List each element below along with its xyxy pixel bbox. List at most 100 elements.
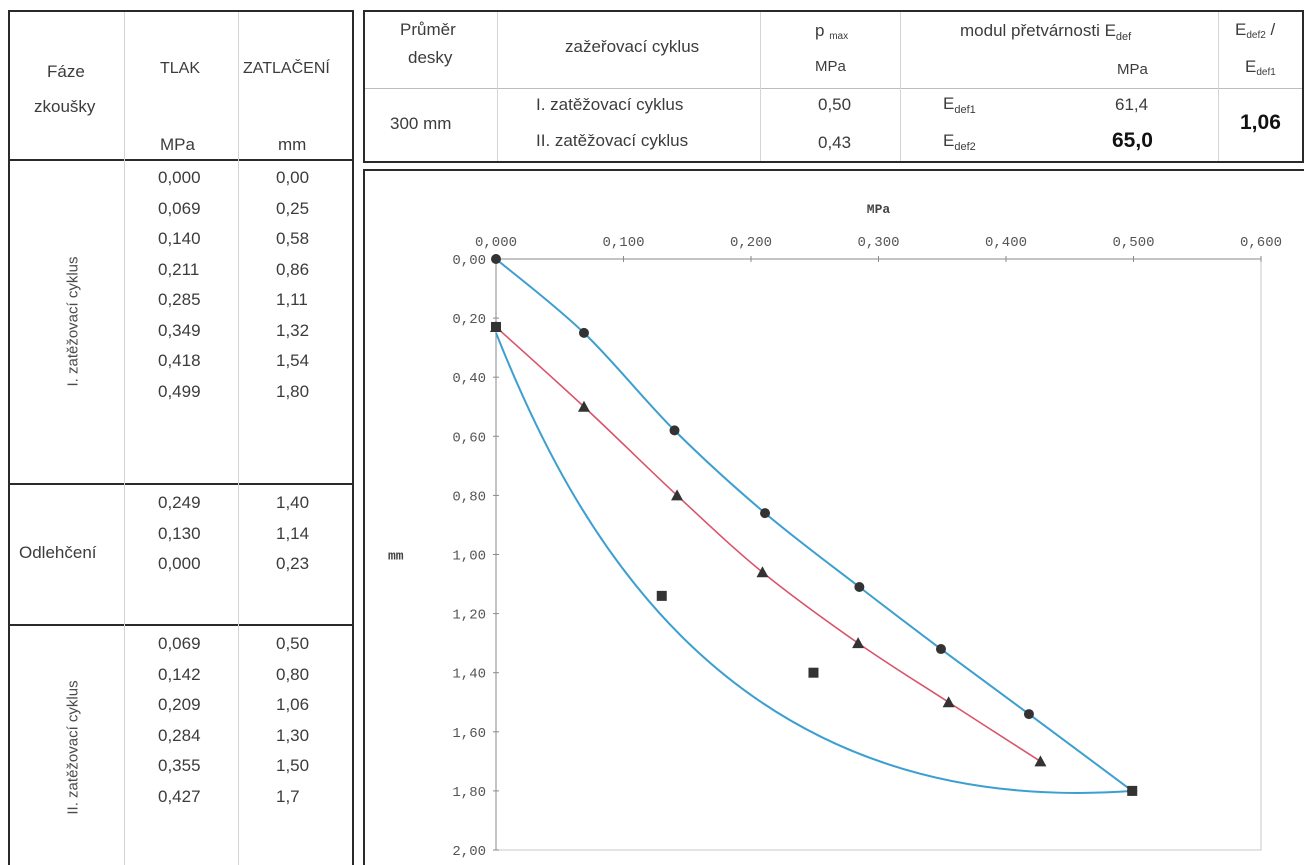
summary-col-divider <box>1218 12 1219 161</box>
displacement-cell: 0,23 <box>276 554 309 574</box>
pressure-cell: 0,000 <box>158 554 201 574</box>
pressure-cell: 0,069 <box>158 199 201 219</box>
x-tick-label: 0,400 <box>985 235 1027 251</box>
x-tick-label: 0,200 <box>730 235 772 251</box>
y-tick-label: 2,00 <box>452 844 486 860</box>
header-phase-line1: Fáze <box>47 62 85 82</box>
pressure-cell: 0,499 <box>158 382 201 402</box>
y-tick-label: 0,60 <box>452 430 486 446</box>
pressure-cell: 0,285 <box>158 290 201 310</box>
pressure-cell: 0,418 <box>158 351 201 371</box>
summary-col-divider <box>497 12 498 161</box>
header-phase-line2: zkoušky <box>34 97 95 117</box>
pressure-cell: 0,211 <box>158 260 199 280</box>
data-point-circle <box>1024 709 1034 719</box>
pressure-cell: 0,349 <box>158 321 201 341</box>
y-axis-title: mm <box>388 549 404 564</box>
summary-header-ratio-num: Edef2 / <box>1235 20 1275 40</box>
data-point-triangle <box>1034 755 1046 766</box>
section-label-unloading: Odlehčení <box>19 543 97 563</box>
summary-header-pmax-unit: MPa <box>815 58 846 75</box>
data-point-circle <box>854 582 864 592</box>
displacement-cell: 1,14 <box>276 524 309 544</box>
data-point-circle <box>936 644 946 654</box>
displacement-cell: 1,50 <box>276 756 309 776</box>
summary-edef2-value: 65,0 <box>1112 129 1153 153</box>
summary-diameter: 300 mm <box>390 114 451 134</box>
displacement-cell: 0,58 <box>276 229 309 249</box>
pressure-settlement-chart: 0,000 0,100 0,200 0,300 0,400 0,500 0,600 0,00 0… <box>366 181 1304 865</box>
data-point-square <box>1127 786 1137 796</box>
header-pressure: TLAK <box>160 60 200 78</box>
data-point-triangle <box>943 696 955 707</box>
displacement-cell: 0,50 <box>276 634 309 654</box>
displacement-cell: 0,00 <box>276 168 309 188</box>
pressure-cell: 0,000 <box>158 168 201 188</box>
pressure-cell: 0,142 <box>158 665 201 685</box>
summary-edef2-label: Edef2 <box>943 131 976 151</box>
summary-header-modulus: modul přetvárnosti Edef <box>960 21 1131 41</box>
pressure-cell: 0,355 <box>158 756 201 776</box>
displacement-cell: 1,80 <box>276 382 309 402</box>
data-point-circle <box>760 508 770 518</box>
x-axis-title: MPa <box>867 202 891 217</box>
summary-cycle1: I. zatěžovací cyklus <box>536 95 683 115</box>
summary-pmax2: 0,43 <box>818 133 851 153</box>
y-tick-label: 0,80 <box>452 489 486 505</box>
y-tick-label: 0,40 <box>452 371 486 387</box>
summary-header-ratio-den: Edef1 <box>1245 57 1276 77</box>
data-point-triangle <box>852 637 864 648</box>
section-label-cycle2: II. zatěžovací cyklus <box>65 663 82 833</box>
data-point-circle <box>579 328 589 338</box>
x-tick-label: 0,300 <box>857 235 899 251</box>
y-tick-label: 0,20 <box>452 312 486 328</box>
pressure-cell: 0,209 <box>158 695 201 715</box>
data-point-square <box>657 591 667 601</box>
section-label-cycle1: I. zatěžovací cyklus <box>65 237 82 407</box>
pressure-cell: 0,069 <box>158 634 201 654</box>
x-tick-label: 0,000 <box>475 235 517 251</box>
summary-header-pmax: p max <box>815 21 848 41</box>
x-tick-label: 0,600 <box>1240 235 1282 251</box>
summary-pmax1: 0,50 <box>818 95 851 115</box>
summary-col-divider <box>760 12 761 161</box>
summary-col-divider <box>900 12 901 161</box>
displacement-cell: 1,30 <box>276 726 309 746</box>
y-tick-label: 1,00 <box>452 549 486 565</box>
displacement-cell: 0,86 <box>276 260 309 280</box>
displacement-cell: 1,06 <box>276 695 309 715</box>
displacement-cell: 1,54 <box>276 351 309 371</box>
summary-header-diameter-1: Průměr <box>400 20 456 40</box>
summary-ratio-value: 1,06 <box>1240 111 1281 135</box>
pressure-cell: 0,284 <box>158 726 201 746</box>
x-tick-label: 0,100 <box>602 235 644 251</box>
summary-header-diameter-2: desky <box>408 48 452 68</box>
data-point-circle <box>491 254 501 264</box>
displacement-cell: 1,11 <box>276 290 308 310</box>
header-displacement-unit: mm <box>278 135 306 155</box>
displacement-cell: 1,32 <box>276 321 309 341</box>
displacement-cell: 0,80 <box>276 665 309 685</box>
displacement-cell: 0,25 <box>276 199 309 219</box>
column-divider <box>124 12 125 865</box>
displacement-cell: 1,40 <box>276 493 309 513</box>
y-tick-label: 0,00 <box>452 253 486 269</box>
summary-header-divider <box>365 88 1302 89</box>
header-pressure-unit: MPa <box>160 135 195 155</box>
data-point-square <box>808 668 818 678</box>
pressure-cell: 0,427 <box>158 787 201 807</box>
summary-cycle2: II. zatěžovací cyklus <box>536 131 688 151</box>
y-tick-label: 1,80 <box>452 785 486 801</box>
summary-edef1-value: 61,4 <box>1115 95 1148 115</box>
series-line-unloading <box>496 333 1134 793</box>
column-divider <box>238 12 239 865</box>
summary-header-modulus-unit: MPa <box>1117 61 1148 78</box>
pressure-cell: 0,249 <box>158 493 201 513</box>
pressure-cell: 0,140 <box>158 229 201 249</box>
series-line-cycle2 <box>496 327 1040 761</box>
data-point-circle <box>670 425 680 435</box>
pressure-cell: 0,130 <box>158 524 201 544</box>
displacement-cell: 1,7 <box>276 787 300 807</box>
summary-header-cycle: zažeřovací cyklus <box>565 37 699 57</box>
header-displacement: ZATLAČENÍ <box>243 60 330 78</box>
